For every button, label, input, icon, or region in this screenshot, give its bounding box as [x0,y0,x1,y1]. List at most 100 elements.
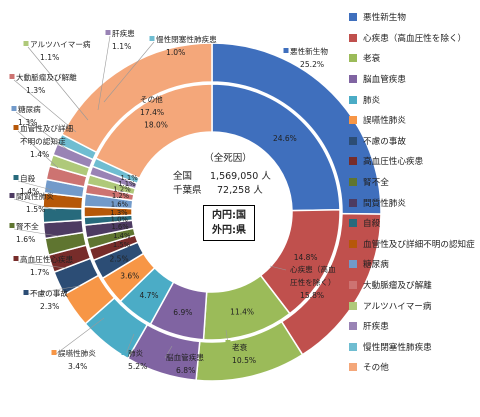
outer-value-label-13: 1.3% [26,86,45,95]
legend-item: 糖尿病 [349,254,480,275]
leader-line-6 [27,285,81,295]
legend-swatch [349,239,357,248]
inner-value-label-5: 3.6% [120,272,139,281]
leader-line-16 [103,41,155,103]
outer-category-label-10: 自殺 [20,173,36,183]
leader-line-1 [269,265,287,271]
center-national-label: 全国 [173,171,193,182]
inner-value-label-11: 1.3% [110,209,128,217]
legend-label: 腎不全 [363,178,389,189]
legend-swatch [349,301,357,310]
ring-key-inner: 内円:国 [212,210,246,221]
leader-line-10 [17,180,53,191]
outer-label-marker-13 [9,74,15,79]
legend-swatch [349,198,357,207]
legend-item: 間質性肺炎 [349,192,480,213]
outer-category-label-2: 老衰 [232,342,248,352]
outer-category-label-11: 不明の認知症 [20,136,66,146]
outer-label-marker-2 [225,340,231,345]
outer-slice-10 [42,206,84,224]
inner-value-label-17: 18.0% [144,120,168,129]
outer-value-label-14: 1.1% [40,53,59,62]
outer-label-marker-5 [51,350,57,355]
outer-value-label-12: 1.3% [18,118,37,127]
inner-value-label-1: 14.8% [294,253,318,262]
outer-label-marker-8 [9,223,15,228]
legend-swatch [349,260,357,269]
legend-label: 慢性閉塞性肺疾患 [363,342,432,353]
outer-label-marker-16 [149,36,155,41]
legend-swatch [349,157,357,166]
outer-label-marker-3 [160,352,166,357]
legend-item: 大動脈瘤及び解離 [349,275,480,296]
outer-value-label-17: 17.4% [140,108,164,117]
outer-value-label-6: 2.3% [40,302,59,311]
ring-key-box: 内円:国 外円:県 [203,205,255,241]
legend-swatch [349,95,357,104]
legend-label: 大動脈瘤及び解離 [363,281,432,292]
center-national-value: 1,569,050 人 [210,171,271,182]
outer-value-label-9: 1.5% [26,205,45,214]
outer-label-marker-4 [121,350,127,355]
outer-category-label-5: 誤嚥性肺炎 [58,348,96,358]
inner-value-label-14: 1.2% [113,185,131,193]
inner-value-label-7: 1.5% [113,241,131,249]
legend-swatch [349,342,357,351]
outer-label-marker-11 [13,125,19,130]
legend-item: 自殺 [349,213,480,234]
legend-label: 高血圧性心疾患 [363,157,424,168]
legend-label: 脳血管疾患 [363,75,406,86]
outer-value-label-2: 10.5% [232,356,256,365]
legend-item: 肝疾患 [349,316,480,337]
legend-swatch [349,281,357,290]
ring-key-outer: 外円:県 [212,225,246,236]
inner-value-label-3: 6.9% [173,308,192,317]
legend-label: その他 [363,363,389,374]
outer-label-marker-7 [13,256,19,261]
legend-label: 心疾患（高血圧性を除く） [363,33,467,44]
legend-swatch [349,13,357,22]
outer-category-label-11: 血管性及び詳細 [20,123,74,133]
outer-value-label-1: 15.8% [300,291,324,300]
inner-value-label-12: 1.6% [111,200,129,208]
legend-item: 老衰 [349,48,480,69]
leader-line-8 [13,228,59,237]
outer-ring-labels: 悪性新生物 25.2% 心疾患（高血圧性を除く） 15.8% 老衰 10.5% 脳血管疾患 6… [9,28,336,375]
legend-item: 慢性閉塞性肺疾患 [349,337,480,358]
inner-value-label-2: 11.4% [230,308,254,317]
center-pref-label: 千葉県 [173,185,202,196]
outer-label-marker-0 [283,48,289,53]
outer-label-marker-15 [105,30,111,35]
inner-slice-17 [94,83,213,180]
outer-category-label-1: 圧性を除く） [290,277,336,287]
inner-value-label-15: 1.1% [118,180,136,188]
inner-value-label-13: 1.2% [112,192,130,200]
outer-label-marker-14 [23,41,29,46]
outer-category-label-3: 脳血管疾患 [166,352,204,362]
leader-line-11 [17,130,59,169]
outer-category-label-15: 肝疾患 [112,28,135,38]
legend-label: 肝疾患 [363,322,389,333]
legend-swatch [349,75,357,84]
legend-swatch [349,136,357,145]
leader-lines [13,35,287,359]
outer-category-label-1: 心疾患（高血 [290,264,336,274]
center-pref-value: 72,258 人 [217,185,263,196]
leader-line-13 [13,79,77,133]
inner-value-label-4: 4.7% [139,291,158,300]
outer-category-label-14: アルツハイマー病 [30,39,91,49]
outer-value-label-16: 1.0% [166,48,185,57]
outer-label-marker-6 [23,290,29,295]
outer-value-label-3: 6.8% [176,366,195,375]
leader-line-7 [17,261,67,269]
outer-category-label-7: 高血圧性心疾患 [20,254,74,264]
legend-label: 自殺 [363,219,381,230]
inner-value-label-16: 1.1% [120,174,138,182]
legend-label: 老衰 [363,54,381,65]
leader-line-9 [13,198,57,211]
legend-label: 血管性及び詳細不明の認知症 [363,239,475,250]
chart-legend: 悪性新生物 心疾患（高血圧性を除く） 老衰 脳血管疾患 肺炎 誤嚥性肺炎 不慮の事故 高血圧性… [349,7,480,378]
inner-value-label-6: 2.5% [110,255,129,264]
outer-label-marker-10 [13,175,19,180]
leader-line-5 [55,317,105,355]
